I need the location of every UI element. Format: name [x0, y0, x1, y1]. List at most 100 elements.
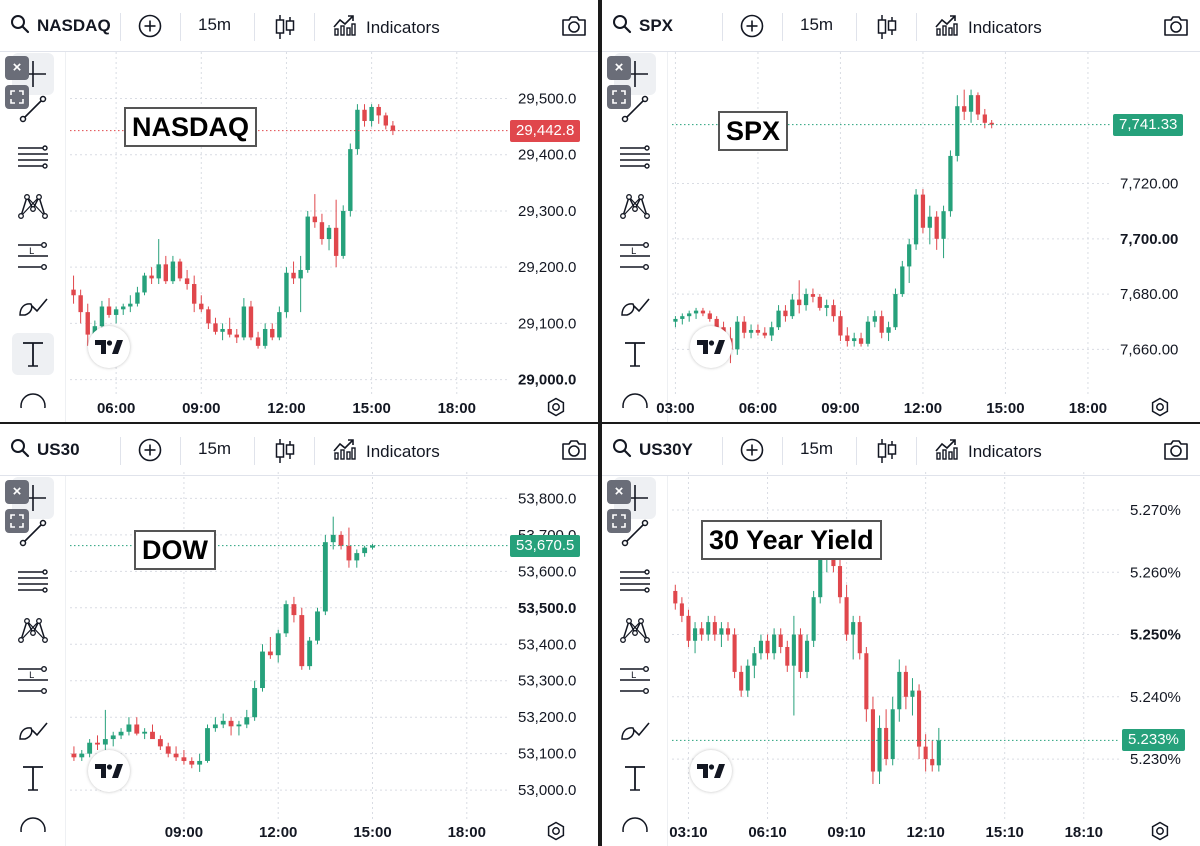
candle — [71, 746, 77, 761]
y-tick-label: 5.240% — [1130, 689, 1181, 706]
brush-icon[interactable] — [614, 708, 656, 750]
symbol-search-button[interactable]: US30 — [10, 438, 114, 462]
text-tool-icon[interactable] — [614, 757, 656, 799]
close-panel-icon[interactable]: × — [5, 480, 29, 504]
candle — [267, 636, 273, 659]
compare-add-icon[interactable] — [740, 438, 764, 462]
candle — [803, 288, 809, 311]
close-panel-icon[interactable]: × — [607, 56, 631, 80]
price-chart[interactable]: 53,800.053,700.053,600.053,500.053,400.0… — [0, 424, 598, 846]
fullscreen-icon[interactable] — [607, 509, 631, 533]
emoji-icon[interactable] — [614, 379, 656, 421]
price-chart[interactable]: 7,720.00 7,700.00 7,680.00 7,660.00 03:00 06:… — [602, 0, 1200, 422]
pattern-icon[interactable] — [12, 186, 54, 228]
candle-body — [270, 328, 275, 338]
trend-line-icon[interactable] — [614, 88, 656, 130]
interval-button[interactable]: 15m — [198, 15, 232, 34]
fullscreen-icon[interactable] — [5, 85, 29, 109]
interval-button[interactable]: 15m — [800, 439, 834, 458]
emoji-icon[interactable] — [12, 379, 54, 421]
price-chart[interactable]: 29,500.0 29,400.0 29,300.0 29,200.0 29,100.0… — [0, 0, 598, 422]
symbol-search-button[interactable]: NASDAQ — [10, 14, 114, 38]
indicators-button[interactable]: Indicators — [935, 14, 1042, 41]
long-position-icon[interactable]: L — [12, 235, 54, 277]
brush-icon[interactable] — [614, 284, 656, 326]
chart-annotation-label[interactable]: 30 Year Yield — [701, 520, 882, 560]
compare-add-icon[interactable] — [740, 14, 764, 38]
trend-line-icon[interactable] — [614, 512, 656, 554]
fib-retracement-icon[interactable] — [12, 561, 54, 603]
symbol-search-button[interactable]: US30Y — [612, 438, 716, 462]
long-position-icon[interactable]: L — [12, 659, 54, 701]
interval-button[interactable]: 15m — [198, 439, 232, 458]
chart-settings-icon[interactable] — [1150, 821, 1170, 846]
interval-button[interactable]: 15m — [800, 15, 834, 34]
pattern-icon[interactable] — [614, 186, 656, 228]
indicators-label: Indicators — [968, 441, 1042, 461]
chart-panel-us30[interactable]: US30 15m Indicators L53,800.053,700.053,600… — [0, 424, 598, 846]
camera-icon[interactable] — [1162, 14, 1190, 43]
candle — [877, 715, 882, 784]
price-chart[interactable]: 5.270% 5.260% 5.250% 5.240% 5.230% 03:10 06:10… — [602, 424, 1200, 846]
chart-annotation-label[interactable]: SPX — [718, 111, 789, 151]
candles-icon[interactable] — [274, 437, 296, 470]
candle-body — [725, 628, 731, 635]
candle-body — [910, 690, 915, 697]
tradingview-logo-icon[interactable] — [690, 750, 732, 792]
chart-panel-us30y[interactable]: US30Y 15m Indicators L 5.270% 5.260% 5.250% 5.2… — [602, 424, 1200, 846]
chart-settings-icon[interactable] — [1150, 397, 1170, 422]
candle — [170, 255, 176, 285]
compare-add-icon[interactable] — [138, 438, 162, 462]
candle-body — [126, 724, 132, 732]
text-tool-icon[interactable] — [614, 333, 656, 375]
camera-icon[interactable] — [560, 14, 588, 43]
brush-icon[interactable] — [12, 708, 54, 750]
tradingview-logo-icon[interactable] — [690, 326, 732, 368]
chart-panel-spx[interactable]: SPX 15m Indicators L 7,720.00 7,700.00 7,680.0… — [602, 0, 1200, 422]
trend-line-icon[interactable] — [12, 88, 54, 130]
brush-icon[interactable] — [12, 284, 54, 326]
emoji-icon[interactable] — [614, 803, 656, 845]
close-panel-icon[interactable]: × — [607, 480, 631, 504]
fib-retracement-icon[interactable] — [614, 561, 656, 603]
trend-line-icon[interactable] — [12, 512, 54, 554]
fib-retracement-icon[interactable] — [12, 137, 54, 179]
camera-icon[interactable] — [560, 438, 588, 467]
drawing-toolbar: L — [0, 52, 66, 422]
candles-icon[interactable] — [876, 13, 898, 46]
tradingview-logo-icon[interactable] — [88, 326, 130, 368]
tradingview-logo-icon[interactable] — [88, 750, 130, 792]
symbol-search-button[interactable]: SPX — [612, 14, 716, 38]
text-tool-icon[interactable] — [12, 757, 54, 799]
emoji-icon[interactable] — [12, 803, 54, 845]
candle — [739, 665, 744, 697]
chart-panel-nasdaq[interactable]: NASDAQ 15m Indicators L 29,500.0 29,400.0 29,3… — [0, 0, 598, 422]
pattern-icon[interactable] — [12, 610, 54, 652]
candle — [897, 659, 902, 722]
chart-settings-icon[interactable] — [546, 397, 566, 422]
long-position-icon[interactable]: L — [614, 659, 656, 701]
indicators-button[interactable]: Indicators — [935, 438, 1042, 465]
chart-annotation-label[interactable]: DOW — [134, 530, 216, 570]
fib-retracement-icon[interactable] — [614, 137, 656, 179]
x-tick-label: 18:00 — [438, 400, 476, 417]
divider — [916, 13, 917, 41]
compare-add-icon[interactable] — [138, 14, 162, 38]
candles-icon[interactable] — [274, 13, 296, 46]
candle — [362, 104, 367, 127]
candle — [930, 740, 935, 772]
close-panel-icon[interactable]: × — [5, 56, 29, 80]
svg-text:L: L — [631, 671, 636, 681]
pattern-icon[interactable] — [614, 610, 656, 652]
candle — [893, 288, 898, 330]
indicators-button[interactable]: Indicators — [333, 438, 440, 465]
candles-icon[interactable] — [876, 437, 898, 470]
chart-settings-icon[interactable] — [546, 821, 566, 846]
text-tool-icon[interactable] — [12, 333, 54, 375]
fullscreen-icon[interactable] — [5, 509, 29, 533]
fullscreen-icon[interactable] — [607, 85, 631, 109]
camera-icon[interactable] — [1162, 438, 1190, 467]
long-position-icon[interactable]: L — [614, 235, 656, 277]
indicators-button[interactable]: Indicators — [333, 14, 440, 41]
chart-annotation-label[interactable]: NASDAQ — [124, 107, 258, 147]
